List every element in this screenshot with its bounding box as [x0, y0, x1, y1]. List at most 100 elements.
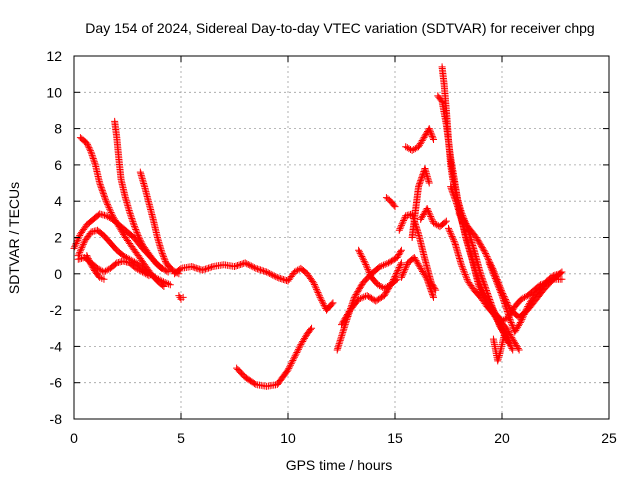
data-point	[502, 328, 510, 336]
sample-marker	[519, 294, 527, 302]
sample-marker	[494, 355, 502, 363]
sample-marker	[158, 264, 166, 272]
sample-marker	[397, 223, 405, 231]
sample-marker	[100, 191, 108, 199]
sample-marker	[107, 208, 115, 216]
sample-marker	[334, 343, 342, 351]
sample-marker	[414, 184, 422, 192]
sample-marker	[92, 227, 100, 235]
sample-marker	[161, 266, 169, 274]
sample-marker	[450, 192, 458, 200]
sample-marker	[337, 335, 345, 343]
sample-marker	[397, 221, 405, 229]
data-point	[507, 317, 515, 325]
sample-marker	[358, 253, 366, 261]
sample-marker	[474, 274, 482, 282]
sample-marker	[493, 279, 501, 287]
sample-marker	[482, 251, 490, 259]
sample-marker	[256, 266, 264, 274]
sample-marker	[153, 232, 161, 240]
sample-marker	[106, 205, 114, 213]
sample-marker	[301, 333, 309, 341]
data-point	[316, 293, 324, 301]
sample-marker	[459, 266, 467, 274]
sample-marker	[505, 338, 513, 346]
sample-marker	[492, 276, 500, 284]
sample-marker	[269, 271, 277, 279]
data-point	[481, 248, 489, 256]
data-point	[498, 292, 506, 300]
sample-marker	[461, 271, 469, 279]
sample-marker	[395, 263, 403, 271]
sample-marker	[106, 207, 114, 215]
sample-marker	[500, 322, 508, 330]
data-point	[430, 135, 438, 143]
sample-marker	[153, 260, 161, 268]
sample-marker	[518, 315, 526, 323]
sample-marker	[422, 274, 430, 282]
sample-marker	[451, 195, 459, 203]
sample-marker	[477, 241, 485, 249]
sample-marker	[80, 239, 88, 247]
data-point	[489, 270, 497, 278]
sample-marker	[382, 283, 390, 291]
data-point	[134, 232, 142, 240]
sample-marker	[384, 283, 392, 291]
sample-marker	[468, 283, 476, 291]
chart-title: Day 154 of 2024, Sidereal Day-to-day VTE…	[85, 20, 594, 36]
sample-marker	[428, 132, 436, 140]
data-point	[87, 261, 95, 269]
sample-marker	[98, 187, 106, 195]
sample-marker	[310, 280, 318, 288]
data-point	[87, 148, 95, 156]
sample-marker	[161, 279, 169, 287]
sample-marker	[98, 274, 106, 282]
sample-marker	[234, 262, 242, 270]
sample-marker	[155, 275, 163, 283]
sample-marker	[359, 254, 367, 262]
sample-marker	[260, 267, 268, 275]
x-tick-label: 20	[494, 430, 510, 446]
sample-marker	[287, 360, 295, 368]
sample-marker	[191, 264, 199, 272]
sample-marker	[452, 198, 460, 206]
sample-marker	[165, 280, 173, 288]
series-arc10	[233, 324, 316, 390]
sample-marker	[424, 278, 432, 286]
sample-marker	[335, 341, 343, 349]
sample-marker	[394, 266, 402, 274]
sample-marker	[131, 222, 139, 230]
sample-marker	[120, 230, 128, 238]
sample-marker	[500, 333, 508, 341]
sample-marker	[519, 312, 527, 320]
sample-marker	[356, 294, 364, 302]
sample-marker	[315, 292, 323, 300]
sample-marker	[99, 188, 107, 196]
sample-marker	[104, 200, 112, 208]
sample-marker	[440, 219, 448, 227]
sample-marker	[335, 340, 343, 348]
sample-marker	[363, 264, 371, 272]
data-point	[445, 224, 452, 232]
data-series	[70, 63, 566, 390]
sample-marker	[390, 201, 398, 209]
sample-marker	[465, 245, 473, 253]
sample-marker	[138, 258, 146, 266]
sample-marker	[189, 263, 197, 271]
sample-marker	[474, 276, 482, 284]
data-point	[430, 219, 438, 227]
sample-marker	[495, 351, 503, 359]
series-arc14	[382, 194, 399, 211]
sample-marker	[499, 295, 507, 303]
sample-marker	[419, 135, 427, 143]
sample-marker	[508, 322, 516, 330]
sample-marker	[294, 345, 302, 353]
sample-marker	[428, 290, 436, 298]
data-point	[485, 259, 493, 267]
sample-marker	[306, 326, 314, 334]
sample-marker	[389, 256, 397, 264]
sample-marker	[427, 214, 435, 222]
sample-marker	[258, 266, 266, 274]
sample-marker	[84, 142, 92, 150]
sample-marker	[449, 236, 457, 244]
